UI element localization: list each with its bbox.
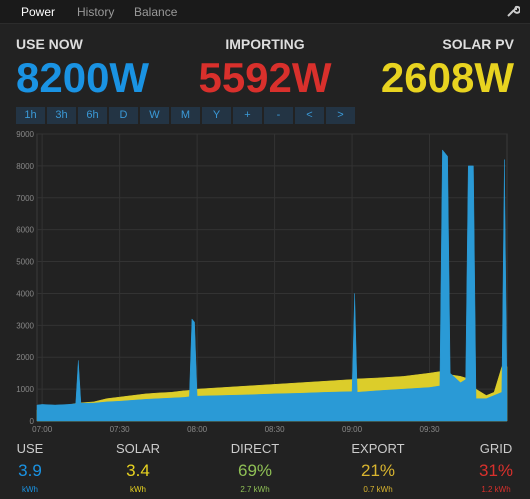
y-tick-label: 1000 [16, 385, 34, 394]
range-button[interactable]: 1h [16, 107, 45, 124]
range-button[interactable]: W [140, 107, 169, 124]
stat-value: 2608W [380, 54, 514, 101]
y-tick-label: 3000 [16, 321, 34, 330]
range-button[interactable]: < [295, 107, 324, 124]
stat: IMPORTING 5592W [198, 36, 331, 102]
y-tick-label: 0 [30, 417, 35, 426]
range-button[interactable]: Y [202, 107, 231, 124]
summary-label: USE [16, 441, 44, 456]
summary-value: 31% [478, 461, 514, 480]
y-tick-label: 4000 [16, 289, 34, 298]
y-tick-label: 5000 [16, 258, 34, 267]
summary-value: 3.9 [18, 461, 42, 480]
range-button[interactable]: > [326, 107, 355, 124]
x-tick-label: 09:00 [342, 425, 363, 434]
summary-value: 69% [237, 461, 273, 480]
x-tick-label: 07:00 [32, 425, 53, 434]
range-button[interactable]: - [264, 107, 293, 124]
stat: USE NOW 8200W [16, 36, 149, 102]
area [36, 149, 508, 422]
summary-label: SOLAR [115, 441, 161, 456]
y-tick-label: 7000 [16, 194, 34, 203]
summary-value: 21% [360, 461, 396, 480]
stat-label: IMPORTING [225, 36, 305, 52]
y-tick-label: 8000 [16, 162, 34, 171]
chart: 0 1000 2000 3000 4000 5000 6000 7000 8000 9000 07:… [16, 130, 508, 434]
stat-label: SOLAR PV [442, 36, 514, 52]
nav-item[interactable]: History [77, 5, 115, 19]
y-tick-label: 6000 [16, 226, 34, 235]
nav-item[interactable]: Power [21, 5, 56, 19]
nav-item[interactable]: Balance [134, 5, 178, 19]
summary-label: GRID [479, 441, 513, 456]
x-tick-label: 08:30 [265, 425, 286, 434]
summary-unit: kWh [130, 485, 146, 494]
summary-label: DIRECT [230, 441, 280, 456]
summary-item: EXPORT 21% 0.7 kWh [328, 441, 428, 494]
range-button[interactable]: D [109, 107, 138, 124]
y-tick-label: 2000 [16, 353, 34, 362]
nav-bar: Power History Balance [0, 0, 530, 24]
x-tick-label: 07:30 [110, 425, 131, 434]
summary-item: GRID 31% 1.2 kWh [446, 441, 530, 494]
summary-unit: 0.7 kWh [363, 485, 393, 494]
range-button[interactable]: + [233, 107, 262, 124]
stat-value: 8200W [16, 54, 150, 101]
summary-label: EXPORT [351, 441, 405, 456]
summary-item: DIRECT 69% 2.7 kWh [205, 441, 305, 494]
x-tick-label: 09:30 [420, 425, 441, 434]
range-buttons: 1h 3h 6h D W M Y + - < > [16, 107, 357, 124]
stat-value: 5592W [198, 54, 332, 101]
stat: SOLAR PV 2608W [381, 36, 514, 102]
summary-unit: 2.7 kWh [240, 485, 270, 494]
summary-value: 3.4 [126, 461, 150, 480]
range-button[interactable]: M [171, 107, 200, 124]
range-button[interactable]: 3h [47, 107, 76, 124]
stat-label: USE NOW [16, 36, 83, 52]
settings-icon[interactable] [506, 4, 520, 18]
y-tick-label: 9000 [16, 130, 34, 139]
summary-item: SOLAR 3.4 kWh [88, 441, 188, 494]
summary-unit: 1.2 kWh [481, 485, 511, 494]
summary-unit: kWh [22, 485, 38, 494]
summary-item: USE 3.9 kWh [0, 441, 80, 494]
range-button[interactable]: 6h [78, 107, 107, 124]
x-tick-label: 08:00 [187, 425, 208, 434]
